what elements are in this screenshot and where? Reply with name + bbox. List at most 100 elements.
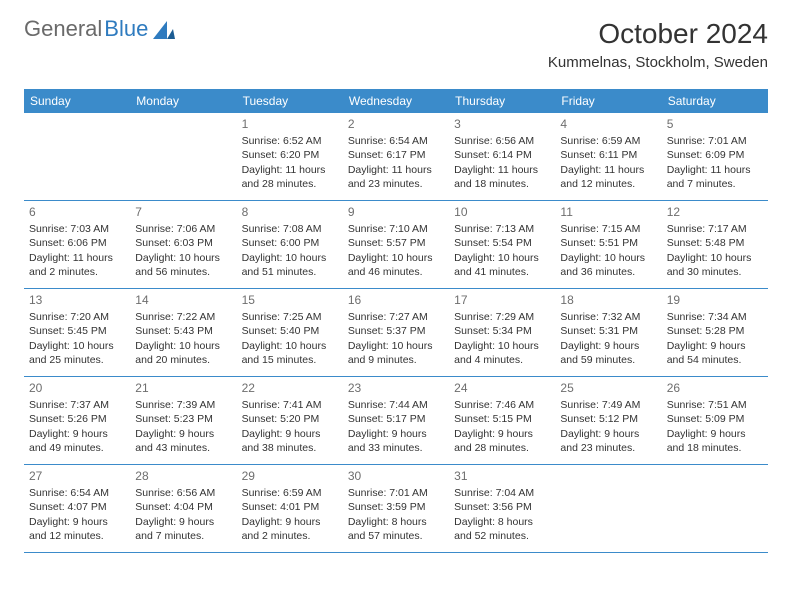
daylight-text: Daylight: 10 hours and 15 minutes. bbox=[242, 339, 338, 367]
sunrise-text: Sunrise: 6:59 AM bbox=[560, 134, 656, 148]
calendar-cell: 25Sunrise: 7:49 AMSunset: 5:12 PMDayligh… bbox=[555, 377, 661, 465]
date-number: 3 bbox=[454, 116, 550, 132]
sunrise-text: Sunrise: 7:32 AM bbox=[560, 310, 656, 324]
sunrise-text: Sunrise: 6:56 AM bbox=[135, 486, 231, 500]
sunset-text: Sunset: 5:57 PM bbox=[348, 236, 444, 250]
sunrise-text: Sunrise: 7:41 AM bbox=[242, 398, 338, 412]
logo-word-2: Blue bbox=[104, 18, 148, 40]
date-number: 4 bbox=[560, 116, 656, 132]
date-number: 16 bbox=[348, 292, 444, 308]
date-number: 1 bbox=[242, 116, 338, 132]
calendar-cell: 7Sunrise: 7:06 AMSunset: 6:03 PMDaylight… bbox=[130, 201, 236, 289]
sunset-text: Sunset: 6:20 PM bbox=[242, 148, 338, 162]
sunrise-text: Sunrise: 6:52 AM bbox=[242, 134, 338, 148]
sunset-text: Sunset: 6:14 PM bbox=[454, 148, 550, 162]
sunrise-text: Sunrise: 7:17 AM bbox=[667, 222, 763, 236]
calendar-cell: 10Sunrise: 7:13 AMSunset: 5:54 PMDayligh… bbox=[449, 201, 555, 289]
calendar-cell: 21Sunrise: 7:39 AMSunset: 5:23 PMDayligh… bbox=[130, 377, 236, 465]
sunset-text: Sunset: 5:12 PM bbox=[560, 412, 656, 426]
date-number: 9 bbox=[348, 204, 444, 220]
calendar-cell: 13Sunrise: 7:20 AMSunset: 5:45 PMDayligh… bbox=[24, 289, 130, 377]
sunrise-text: Sunrise: 7:01 AM bbox=[348, 486, 444, 500]
weekday-column-header: Monday bbox=[130, 89, 236, 113]
daylight-text: Daylight: 10 hours and 41 minutes. bbox=[454, 251, 550, 279]
sunset-text: Sunset: 3:59 PM bbox=[348, 500, 444, 514]
calendar-cell bbox=[24, 113, 130, 201]
sunset-text: Sunset: 5:54 PM bbox=[454, 236, 550, 250]
sunrise-text: Sunrise: 6:56 AM bbox=[454, 134, 550, 148]
daylight-text: Daylight: 11 hours and 7 minutes. bbox=[667, 163, 763, 191]
sunrise-text: Sunrise: 7:10 AM bbox=[348, 222, 444, 236]
date-number: 14 bbox=[135, 292, 231, 308]
calendar-cell: 16Sunrise: 7:27 AMSunset: 5:37 PMDayligh… bbox=[343, 289, 449, 377]
sunset-text: Sunset: 5:20 PM bbox=[242, 412, 338, 426]
header: GeneralBlue October 2024 Kummelnas, Stoc… bbox=[24, 18, 768, 71]
sunrise-text: Sunrise: 7:25 AM bbox=[242, 310, 338, 324]
sunrise-text: Sunrise: 7:39 AM bbox=[135, 398, 231, 412]
date-number: 24 bbox=[454, 380, 550, 396]
date-number: 8 bbox=[242, 204, 338, 220]
sunset-text: Sunset: 5:48 PM bbox=[667, 236, 763, 250]
daylight-text: Daylight: 10 hours and 36 minutes. bbox=[560, 251, 656, 279]
logo-word-1: General bbox=[24, 18, 102, 40]
sunrise-text: Sunrise: 7:08 AM bbox=[242, 222, 338, 236]
calendar-cell: 17Sunrise: 7:29 AMSunset: 5:34 PMDayligh… bbox=[449, 289, 555, 377]
date-number: 5 bbox=[667, 116, 763, 132]
date-number: 7 bbox=[135, 204, 231, 220]
weekday-column-header: Tuesday bbox=[237, 89, 343, 113]
sunset-text: Sunset: 5:37 PM bbox=[348, 324, 444, 338]
daylight-text: Daylight: 10 hours and 20 minutes. bbox=[135, 339, 231, 367]
daylight-text: Daylight: 10 hours and 25 minutes. bbox=[29, 339, 125, 367]
sunrise-text: Sunrise: 7:37 AM bbox=[29, 398, 125, 412]
calendar-cell: 11Sunrise: 7:15 AMSunset: 5:51 PMDayligh… bbox=[555, 201, 661, 289]
sunset-text: Sunset: 5:17 PM bbox=[348, 412, 444, 426]
date-number: 6 bbox=[29, 204, 125, 220]
daylight-text: Daylight: 10 hours and 51 minutes. bbox=[242, 251, 338, 279]
daylight-text: Daylight: 11 hours and 23 minutes. bbox=[348, 163, 444, 191]
weekday-column-header: Wednesday bbox=[343, 89, 449, 113]
daylight-text: Daylight: 9 hours and 23 minutes. bbox=[560, 427, 656, 455]
daylight-text: Daylight: 9 hours and 38 minutes. bbox=[242, 427, 338, 455]
calendar-cell: 4Sunrise: 6:59 AMSunset: 6:11 PMDaylight… bbox=[555, 113, 661, 201]
daylight-text: Daylight: 11 hours and 2 minutes. bbox=[29, 251, 125, 279]
calendar-cell: 31Sunrise: 7:04 AMSunset: 3:56 PMDayligh… bbox=[449, 465, 555, 553]
calendar-cell: 5Sunrise: 7:01 AMSunset: 6:09 PMDaylight… bbox=[662, 113, 768, 201]
date-number: 31 bbox=[454, 468, 550, 484]
sunset-text: Sunset: 5:45 PM bbox=[29, 324, 125, 338]
calendar-cell: 12Sunrise: 7:17 AMSunset: 5:48 PMDayligh… bbox=[662, 201, 768, 289]
daylight-text: Daylight: 9 hours and 54 minutes. bbox=[667, 339, 763, 367]
calendar-cell bbox=[662, 465, 768, 553]
calendar-cell: 2Sunrise: 6:54 AMSunset: 6:17 PMDaylight… bbox=[343, 113, 449, 201]
sunrise-text: Sunrise: 7:01 AM bbox=[667, 134, 763, 148]
sunrise-text: Sunrise: 7:04 AM bbox=[454, 486, 550, 500]
sunrise-text: Sunrise: 6:54 AM bbox=[29, 486, 125, 500]
daylight-text: Daylight: 11 hours and 28 minutes. bbox=[242, 163, 338, 191]
calendar-cell: 22Sunrise: 7:41 AMSunset: 5:20 PMDayligh… bbox=[237, 377, 343, 465]
sunrise-text: Sunrise: 7:46 AM bbox=[454, 398, 550, 412]
sunrise-text: Sunrise: 7:34 AM bbox=[667, 310, 763, 324]
sunrise-text: Sunrise: 7:49 AM bbox=[560, 398, 656, 412]
sunset-text: Sunset: 5:31 PM bbox=[560, 324, 656, 338]
sunrise-text: Sunrise: 7:29 AM bbox=[454, 310, 550, 324]
sunset-text: Sunset: 6:17 PM bbox=[348, 148, 444, 162]
sunrise-text: Sunrise: 7:51 AM bbox=[667, 398, 763, 412]
sunset-text: Sunset: 5:34 PM bbox=[454, 324, 550, 338]
sunset-text: Sunset: 4:07 PM bbox=[29, 500, 125, 514]
sunrise-text: Sunrise: 7:03 AM bbox=[29, 222, 125, 236]
daylight-text: Daylight: 11 hours and 18 minutes. bbox=[454, 163, 550, 191]
sunset-text: Sunset: 5:43 PM bbox=[135, 324, 231, 338]
date-number: 23 bbox=[348, 380, 444, 396]
month-year-title: October 2024 bbox=[548, 18, 768, 50]
calendar-cell: 6Sunrise: 7:03 AMSunset: 6:06 PMDaylight… bbox=[24, 201, 130, 289]
sunset-text: Sunset: 5:23 PM bbox=[135, 412, 231, 426]
daylight-text: Daylight: 9 hours and 18 minutes. bbox=[667, 427, 763, 455]
daylight-text: Daylight: 9 hours and 49 minutes. bbox=[29, 427, 125, 455]
daylight-text: Daylight: 11 hours and 12 minutes. bbox=[560, 163, 656, 191]
calendar-cell: 9Sunrise: 7:10 AMSunset: 5:57 PMDaylight… bbox=[343, 201, 449, 289]
weekday-column-header: Saturday bbox=[662, 89, 768, 113]
sunset-text: Sunset: 5:28 PM bbox=[667, 324, 763, 338]
sunset-text: Sunset: 6:03 PM bbox=[135, 236, 231, 250]
weekday-column-header: Sunday bbox=[24, 89, 130, 113]
weekday-column-header: Friday bbox=[555, 89, 661, 113]
sunrise-text: Sunrise: 7:27 AM bbox=[348, 310, 444, 324]
